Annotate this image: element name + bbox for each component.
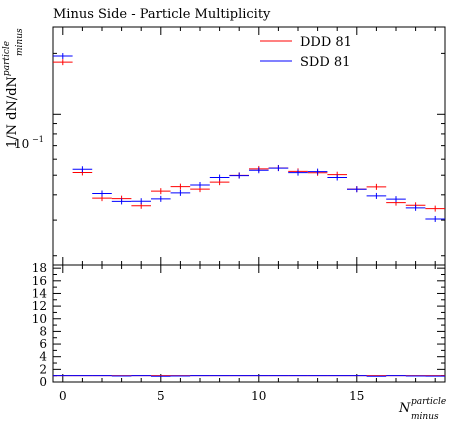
y-axis-label: 1/N dN/dNparticle minus [2, 28, 25, 148]
ratio-tick-label: 4 [39, 350, 47, 364]
ratio-marks [53, 375, 445, 377]
x-tick-label: 15 [349, 389, 364, 403]
y-axis-label-sub: minus [15, 28, 25, 56]
y-tick-label: 10 −1 [14, 135, 44, 151]
ratio-tick-label: 6 [39, 337, 47, 351]
y-axis-label-sup: particle [2, 41, 12, 76]
x-tick-label: 0 [59, 389, 67, 403]
x-tick-label: 10 [251, 389, 266, 403]
x-axis-label: N particle minus [398, 397, 446, 422]
chart-title: Minus Side - Particle Multiplicity [53, 7, 271, 22]
main-frame [52, 26, 446, 266]
ratio-tick-label: 12 [32, 299, 47, 313]
y-tick-label-base: 10 [14, 137, 29, 151]
main-panel [52, 26, 446, 266]
ratio-tick-label: 10 [32, 312, 47, 326]
ratio-tick-label: 16 [32, 274, 47, 288]
x-axis-label-sup: particle [411, 397, 446, 407]
svg-text:1/N dN/dNparticle: 1/N dN/dNparticle [2, 41, 20, 148]
ratio-tick-label: 2 [39, 362, 47, 376]
x-tick-label: 5 [157, 389, 165, 403]
ratio-tick-label: 0 [39, 375, 47, 389]
ratio-tick-label: 14 [32, 286, 48, 300]
main-marks [53, 53, 445, 222]
ratio-tick-label: 18 [32, 261, 47, 275]
legend-label-sdd: SDD 81 [300, 55, 350, 70]
x-axis-label-main: N [398, 401, 411, 416]
x-axis-label-sub: minus [411, 412, 439, 422]
y-tick-label-exp: −1 [32, 135, 44, 144]
ratio-tick-label: 8 [39, 324, 47, 338]
legend-label-ddd: DDD 81 [300, 35, 352, 50]
ratio-frame [52, 264, 446, 383]
legend: DDD 81 SDD 81 [260, 35, 352, 70]
main-ticks [53, 27, 445, 265]
y-axis-label-main: 1/N dN/dN [5, 76, 20, 148]
